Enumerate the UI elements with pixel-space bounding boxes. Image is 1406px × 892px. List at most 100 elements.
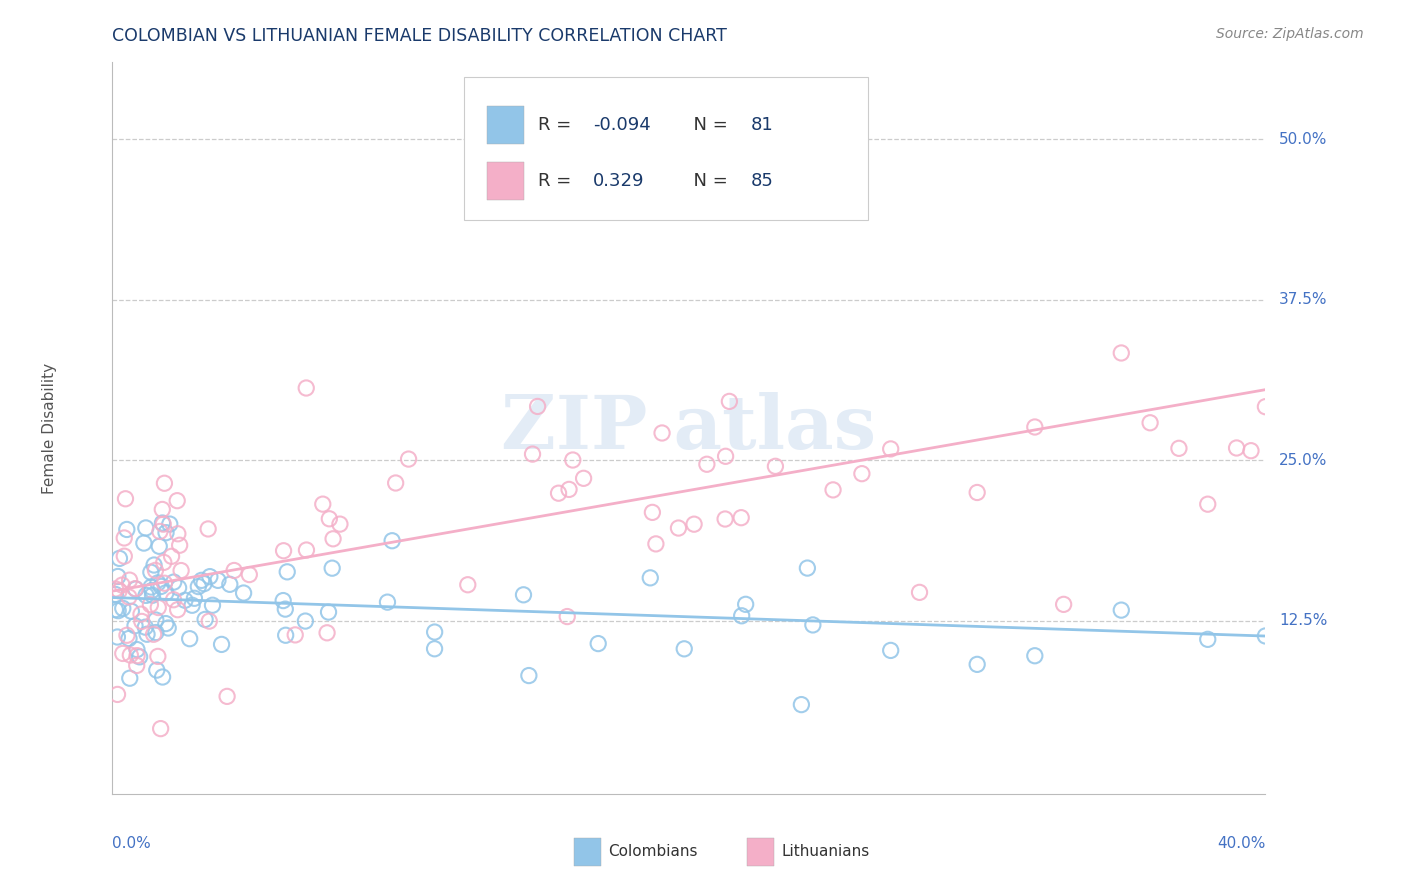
Point: [107, 569, 129, 583]
Point: [295, 543, 318, 558]
Point: [146, 649, 169, 664]
Text: 0.329: 0.329: [593, 172, 645, 190]
Point: [128, 649, 150, 664]
Point: [111, 647, 134, 661]
Text: 85: 85: [751, 172, 775, 190]
Point: [1240, 443, 1263, 458]
Point: [169, 538, 191, 552]
Point: [381, 533, 404, 548]
Point: [118, 573, 141, 587]
Point: [322, 532, 344, 546]
Point: [638, 571, 661, 585]
Point: [183, 591, 205, 606]
Point: [152, 555, 174, 569]
Point: [1254, 629, 1277, 643]
Text: 12.5%: 12.5%: [1279, 613, 1327, 628]
Text: N =: N =: [682, 116, 734, 134]
Point: [141, 588, 163, 602]
Point: [163, 575, 186, 590]
Point: [135, 521, 157, 535]
Point: [112, 549, 135, 564]
Point: [115, 523, 138, 537]
Point: [107, 604, 129, 618]
Point: [423, 641, 446, 656]
Text: N =: N =: [682, 172, 734, 190]
Text: 37.5%: 37.5%: [1279, 293, 1327, 308]
Point: [517, 668, 540, 682]
Point: [198, 614, 221, 628]
Point: [1111, 346, 1133, 360]
Point: [155, 586, 177, 600]
Point: [134, 620, 156, 634]
Point: [107, 688, 129, 702]
Point: [423, 625, 446, 640]
Point: [139, 598, 162, 612]
Point: [142, 627, 165, 641]
Point: [522, 447, 544, 461]
Point: [108, 583, 131, 598]
Point: [329, 517, 352, 532]
Point: [238, 567, 260, 582]
Point: [146, 575, 169, 590]
Point: [152, 516, 174, 530]
Text: Colombians: Colombians: [609, 844, 697, 859]
Bar: [574, 838, 602, 865]
Point: [558, 483, 581, 497]
Point: [129, 607, 152, 622]
Point: [150, 502, 173, 516]
Point: [276, 565, 298, 579]
Point: [143, 558, 166, 572]
Point: [224, 564, 246, 578]
Point: [908, 585, 931, 599]
Point: [316, 625, 339, 640]
Point: [160, 549, 183, 564]
Point: [1226, 441, 1249, 455]
Point: [157, 621, 180, 635]
FancyBboxPatch shape: [464, 77, 868, 219]
Point: [145, 625, 167, 640]
Point: [232, 586, 254, 600]
Point: [139, 565, 162, 579]
Text: Female Disability: Female Disability: [42, 362, 56, 494]
Point: [174, 593, 197, 607]
Point: [125, 658, 148, 673]
Point: [152, 517, 174, 532]
Point: [790, 698, 813, 712]
Point: [651, 425, 673, 440]
Bar: [488, 105, 524, 144]
Text: 81: 81: [751, 116, 773, 134]
Point: [124, 582, 146, 596]
Point: [153, 476, 176, 491]
Point: [966, 485, 988, 500]
Point: [384, 475, 406, 490]
Point: [1024, 648, 1046, 663]
Point: [1024, 420, 1046, 434]
Text: Lithuanians: Lithuanians: [782, 844, 869, 859]
Point: [644, 537, 666, 551]
Point: [318, 512, 340, 526]
Point: [118, 632, 141, 646]
Text: R =: R =: [538, 116, 576, 134]
Point: [166, 526, 188, 541]
Point: [295, 381, 318, 395]
Point: [294, 614, 316, 628]
Point: [131, 615, 153, 629]
Point: [162, 592, 184, 607]
Point: [1111, 603, 1133, 617]
Point: [149, 722, 172, 736]
Point: [561, 453, 583, 467]
Text: COLOMBIAN VS LITHUANIAN FEMALE DISABILITY CORRELATION CHART: COLOMBIAN VS LITHUANIAN FEMALE DISABILIT…: [112, 27, 727, 45]
Point: [801, 618, 824, 632]
Point: [966, 657, 988, 672]
Point: [104, 602, 127, 616]
Point: [851, 467, 873, 481]
Point: [696, 457, 718, 471]
Point: [118, 590, 141, 604]
Point: [201, 599, 224, 613]
Text: 50.0%: 50.0%: [1279, 132, 1327, 147]
Point: [318, 605, 340, 619]
Point: [153, 576, 176, 591]
Point: [218, 577, 240, 591]
Point: [104, 582, 127, 596]
Point: [125, 642, 148, 657]
